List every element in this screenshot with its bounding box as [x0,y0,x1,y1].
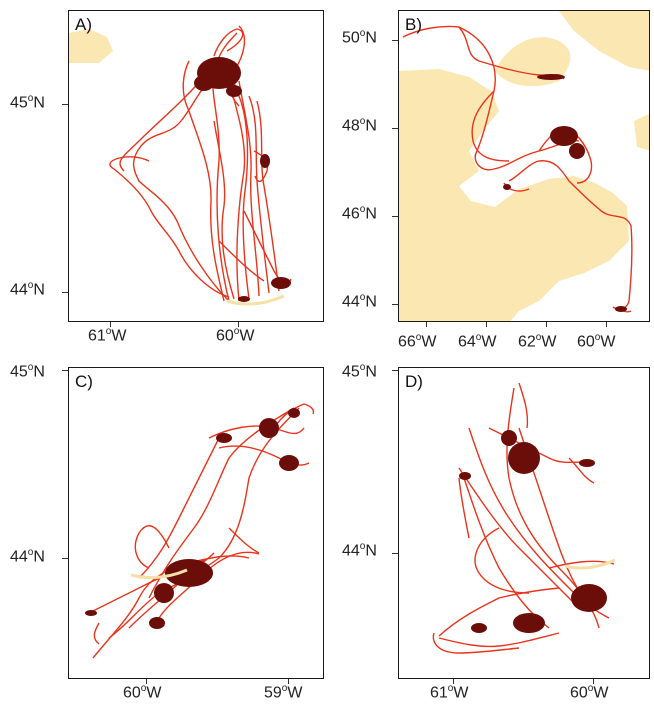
x-tick-label: 60oW [123,683,162,702]
land-mass [69,29,113,63]
dense-clusters [459,430,607,633]
animal-tracks [432,382,615,654]
panel-label: A) [75,15,92,34]
x-tick-label: 61oW [88,326,127,345]
y-tick-label: 44oN [10,547,45,566]
y-tick-label: 44oN [342,292,377,311]
y-tick-label: 46oN [342,204,377,223]
dense-clusters [194,57,291,302]
y-tick-label: 48oN [342,116,377,135]
x-tick-label: 60oW [570,683,609,702]
y-tick-label: 45oN [10,93,45,112]
animal-tracks [88,403,315,659]
panel-b-track-svg [399,11,649,321]
x-tick-label: 64oW [458,332,497,351]
dense-clusters [503,74,627,312]
panel-a-map: A) [68,10,324,322]
panel-c-track-svg [85,403,315,659]
receiver-array-line [564,558,616,570]
x-tick-label: 61oW [430,683,469,702]
panel-a-track-svg [69,25,292,306]
y-tick-label: 45oN [10,362,45,381]
x-tick-label: 59oW [264,683,303,702]
x-tick-label: 60oW [577,332,616,351]
y-tick-label: 50oN [342,28,377,47]
x-tick-label: 62oW [518,332,557,351]
panel-d-map: D) [398,367,650,679]
panel-b-map: B) [398,10,650,322]
dense-clusters [85,408,300,629]
x-tick-label: 66oW [398,332,437,351]
panel-d-track-svg [432,382,616,654]
y-tick-label: 45oN [342,362,377,381]
receiver-array-line [130,568,188,580]
panel-label: C) [75,372,93,391]
panel-label: D) [405,372,423,391]
receiver-array-line [226,294,285,306]
y-tick-label: 44oN [10,280,45,299]
y-tick-label: 44oN [342,541,377,560]
x-tick-label: 60oW [216,326,255,345]
panel-c-map: C) [68,367,324,679]
land-mass [399,11,649,321]
panel-label: B) [405,15,422,34]
